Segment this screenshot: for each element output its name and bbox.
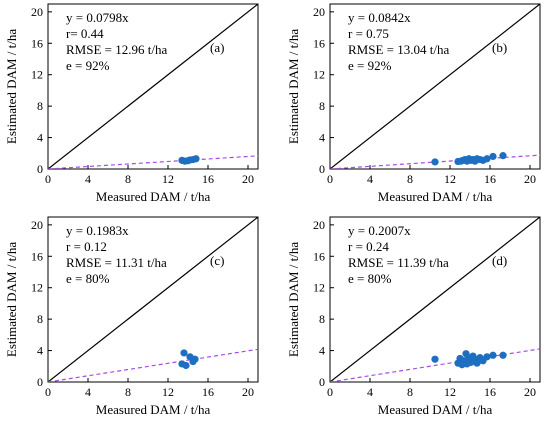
data-point-c	[180, 349, 187, 356]
annotation-a: RMSE = 12.96 t/ha	[66, 42, 167, 57]
annotation-c: y = 0.1983x	[66, 223, 129, 238]
y-tick-label-a: 8	[37, 99, 43, 113]
annotation-c: RMSE = 11.31 t/ha	[66, 255, 167, 270]
x-tick-label-a: 4	[85, 172, 91, 186]
data-point-b	[489, 153, 496, 160]
x-tick-label-b: 4	[367, 172, 373, 186]
y-tick-label-c: 20	[31, 218, 43, 232]
annotation-a: y = 0.0798x	[66, 10, 129, 25]
annotation-d: r = 0.24	[348, 239, 389, 254]
y-tick-label-b: 20	[313, 5, 325, 19]
data-point-c	[191, 356, 198, 363]
panel-b: 0 4 8 12 16 20 0 4 8 12 16 20 y = 0.0842xr = 0.75RMS…	[286, 4, 540, 204]
annotation-c: e = 80%	[66, 271, 110, 286]
x-tick-label-a: 8	[125, 172, 131, 186]
panel-label-a: (a)	[210, 40, 224, 55]
y-tick-label-c: 0	[37, 375, 43, 389]
x-tick-label-c: 20	[242, 385, 254, 399]
data-point-d	[499, 352, 506, 359]
y-tick-label-a: 20	[31, 5, 43, 19]
panel-label-c: (c)	[210, 253, 224, 268]
y-axis-label-c: Estimated DAM / t/ha	[4, 242, 19, 357]
x-tick-label-c: 8	[125, 385, 131, 399]
panel-a: 0 4 8 12 16 20 0 4 8 12 16 20 y = 0.0798xr= 0.44RMSE…	[4, 4, 258, 204]
data-point-b	[431, 158, 438, 165]
y-tick-label-d: 20	[313, 218, 325, 232]
annotation-a: e = 92%	[66, 58, 110, 73]
data-point-c	[182, 362, 189, 369]
y-tick-label-a: 4	[37, 131, 43, 145]
annotation-b: e = 92%	[348, 58, 392, 73]
x-tick-label-a: 20	[242, 172, 254, 186]
x-tick-label-b: 16	[484, 172, 496, 186]
panel-label-d: (d)	[492, 253, 507, 268]
fit-line-a	[48, 156, 258, 169]
x-tick-label-b: 20	[524, 172, 536, 186]
y-tick-label-b: 8	[319, 99, 325, 113]
annotation-d: e = 80%	[348, 271, 392, 286]
x-tick-label-d: 4	[367, 385, 373, 399]
x-tick-label-a: 0	[45, 172, 51, 186]
x-tick-label-c: 12	[162, 385, 174, 399]
y-tick-label-b: 16	[313, 36, 325, 50]
x-tick-label-d: 16	[484, 385, 496, 399]
x-axis-label-c: Measured DAM / t/ha	[96, 402, 211, 417]
x-tick-label-c: 16	[202, 385, 214, 399]
y-tick-label-c: 16	[31, 249, 43, 263]
y-tick-label-a: 12	[31, 68, 43, 82]
y-tick-label-a: 16	[31, 36, 43, 50]
y-tick-label-c: 8	[37, 312, 43, 326]
y-tick-label-c: 12	[31, 281, 43, 295]
x-tick-label-c: 0	[45, 385, 51, 399]
x-tick-label-d: 20	[524, 385, 536, 399]
y-axis-label-a: Estimated DAM / t/ha	[4, 29, 19, 144]
y-tick-label-b: 0	[319, 162, 325, 176]
y-axis-label-b: Estimated DAM / t/ha	[286, 29, 301, 144]
x-axis-label-b: Measured DAM / t/ha	[378, 189, 493, 204]
data-point-a	[192, 155, 199, 162]
annotation-d: y = 0.2007x	[348, 223, 411, 238]
annotation-a: r= 0.44	[66, 26, 104, 41]
annotation-b: r = 0.75	[348, 26, 389, 41]
panel-c: 0 4 8 12 16 20 0 4 8 12 16 20 y = 0.1983xr = 0.12RMS…	[4, 217, 258, 417]
panel-d: 0 4 8 12 16 20 0 4 8 12 16 20 y = 0.2007xr = 0.24RMS…	[286, 217, 540, 417]
y-tick-label-b: 4	[319, 131, 325, 145]
data-point-b	[499, 152, 506, 159]
y-tick-label-d: 16	[313, 249, 325, 263]
x-tick-label-a: 16	[202, 172, 214, 186]
x-tick-label-a: 12	[162, 172, 174, 186]
x-tick-label-c: 4	[85, 385, 91, 399]
x-tick-label-b: 0	[327, 172, 333, 186]
y-tick-label-a: 0	[37, 162, 43, 176]
y-axis-label-d: Estimated DAM / t/ha	[286, 242, 301, 357]
x-axis-label-a: Measured DAM / t/ha	[96, 189, 211, 204]
data-point-d	[483, 353, 490, 360]
fit-line-d	[330, 349, 540, 382]
x-tick-label-d: 12	[444, 385, 456, 399]
y-tick-label-b: 12	[313, 68, 325, 82]
annotation-b: RMSE = 13.04 t/ha	[348, 42, 449, 57]
annotation-c: r = 0.12	[66, 239, 107, 254]
x-axis-label-d: Measured DAM / t/ha	[378, 402, 493, 417]
y-tick-label-d: 0	[319, 375, 325, 389]
x-tick-label-d: 8	[407, 385, 413, 399]
y-tick-label-d: 8	[319, 312, 325, 326]
y-tick-label-c: 4	[37, 344, 43, 358]
annotation-d: RMSE = 11.39 t/ha	[348, 255, 449, 270]
annotation-b: y = 0.0842x	[348, 10, 411, 25]
panel-label-b: (b)	[492, 40, 507, 55]
x-tick-label-b: 8	[407, 172, 413, 186]
x-tick-label-d: 0	[327, 385, 333, 399]
fit-line-c	[48, 349, 258, 382]
data-point-d	[431, 356, 438, 363]
y-tick-label-d: 4	[319, 344, 325, 358]
data-point-d	[489, 352, 496, 359]
y-tick-label-d: 12	[313, 281, 325, 295]
x-tick-label-b: 12	[444, 172, 456, 186]
